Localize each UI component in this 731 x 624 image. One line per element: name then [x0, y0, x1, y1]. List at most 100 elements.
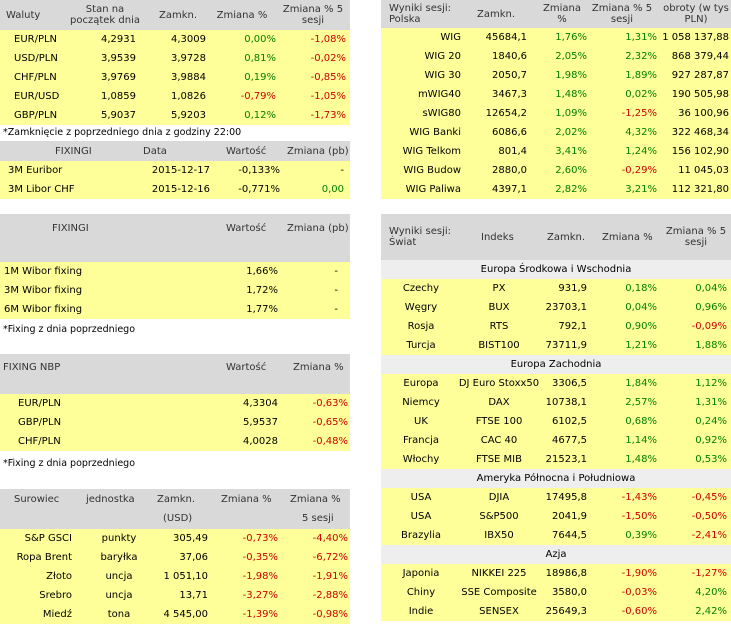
commodity-change: -0,73%: [242, 533, 278, 544]
col-header-change-5: Zmiana % 5 sesji: [591, 3, 653, 25]
commodity-unit: baryłka: [100, 552, 138, 563]
world-change: 2,57%: [625, 397, 657, 408]
ibor-fixing-table: FIXINGI Data Wartość Zmiana (pb) 3M Euri…: [0, 141, 350, 199]
wibor-name: 6M Wibor fixing: [4, 304, 83, 315]
world-change-5: 1,12%: [695, 378, 727, 389]
poland-row: WIG Paliwa 4397,1 2,82% 3,21% 112 321,80: [381, 180, 731, 199]
close-value: 5,9203: [171, 110, 206, 121]
poland-row: WIG Budow 2880,0 2,60% -0,29% 11 045,03: [381, 161, 731, 180]
world-index-name: BUX: [488, 302, 510, 313]
close-value: 3,9728: [171, 53, 206, 64]
col-header-change-5-sub: 5 sesji: [302, 512, 334, 524]
change-value: 0,19%: [244, 72, 276, 83]
world-change: -0,03%: [621, 587, 657, 598]
index-change: 3,41%: [555, 146, 587, 157]
col-header-close: Zamkn.: [547, 231, 586, 243]
currency-name: EUR/PLN: [14, 34, 58, 45]
change-5-value: -0,85%: [310, 72, 346, 83]
world-header-row: Wyniki sesji: Świat Indeks Zamkn. Zmiana…: [381, 214, 731, 260]
index-name: WIG 30: [424, 70, 462, 81]
index-close: 6086,6: [492, 127, 527, 138]
col-header-value: Wartość: [226, 362, 267, 373]
world-row: USA S&P500 2041,9 -1,50% -0,50%: [381, 507, 731, 526]
nbp-change: -0,63%: [312, 398, 348, 409]
world-index-name: SENSEX: [479, 606, 519, 617]
col-header-fixing: FIXINGI: [55, 145, 92, 157]
col-header-change: Zmiana %: [216, 9, 268, 21]
world-change-5: 0,96%: [695, 302, 727, 313]
col-header-fixing-nbp: FIXING NBP: [3, 362, 61, 373]
index-change: 2,02%: [555, 127, 587, 138]
commodity-unit: punkty: [101, 533, 137, 544]
country-name: Chiny: [406, 587, 436, 598]
world-row: Włochy FTSE MIB 21523,1 1,48% 0,53%: [381, 450, 731, 469]
world-change: 0,04%: [625, 302, 657, 313]
wibor-value: 1,77%: [246, 304, 278, 315]
currency-name: GBP/PLN: [14, 110, 58, 121]
wibor-change: -: [334, 266, 338, 277]
world-close: 2041,9: [552, 511, 587, 522]
index-close: 4397,1: [492, 184, 527, 195]
world-row: Indie SENSEX 25649,3 -0,60% 2,42%: [381, 602, 731, 621]
index-change: 2,82%: [555, 184, 587, 195]
index-close: 45684,1: [485, 32, 527, 43]
region-section-header: Azja: [381, 545, 731, 564]
col-header-fixing: FIXINGI: [52, 223, 89, 234]
commodity-row: Miedź tona 4 545,00 -1,39% -0,98%: [0, 605, 350, 624]
country-name: USA: [410, 511, 432, 522]
commodity-row: Złoto uncja 1 051,10 -1,98% -1,91%: [0, 567, 350, 586]
close-value: 3,9884: [171, 72, 206, 83]
ibor-header-row: FIXINGI Data Wartość Zmiana (pb): [0, 141, 350, 161]
index-close: 2880,0: [492, 165, 527, 176]
country-name: Europa: [403, 378, 439, 389]
index-close: 1840,6: [492, 51, 527, 62]
col-header-close: Zamkn.: [158, 9, 198, 21]
commodity-unit: uncja: [105, 571, 133, 582]
region-title: Europa Środkowa i Wschodnia: [480, 264, 632, 275]
open-value: 1,0859: [101, 91, 136, 102]
change-5-value: -1,05%: [310, 91, 346, 102]
world-index-name: S&P500: [479, 511, 519, 522]
index-change: 1,98%: [555, 70, 587, 81]
index-name: WIG: [440, 32, 461, 43]
col-header-change-5: Zmiana %: [290, 493, 341, 505]
world-index-name: FTSE 100: [475, 416, 523, 427]
col-header-value: Wartość: [226, 145, 267, 157]
world-row: Francja CAC 40 4677,5 1,14% 0,92%: [381, 431, 731, 450]
wibor-name: 3M Wibor fixing: [4, 285, 83, 296]
currency-name: EUR/USD: [14, 91, 60, 102]
index-turnover: 190 505,98: [671, 89, 729, 100]
world-row: USA DJIA 17495,8 -1,43% -0,45%: [381, 488, 731, 507]
col-header-change: Zmiana %: [543, 3, 581, 25]
wibor-change: -: [334, 285, 338, 296]
world-change: -1,90%: [621, 568, 657, 579]
world-change-5: -0,09%: [691, 321, 727, 332]
world-change: 0,68%: [625, 416, 657, 427]
world-close: 17495,8: [545, 492, 587, 503]
currency-row: GBP/PLN 5,9037 5,9203 0,12% -1,73%: [0, 106, 350, 125]
poland-row: WIG Telkom 801,4 3,41% 1,24% 156 102,90: [381, 142, 731, 161]
world-change-5: 0,24%: [695, 416, 727, 427]
country-name: Francja: [402, 435, 439, 446]
world-change-5: 1,31%: [695, 397, 727, 408]
open-value: 5,9037: [101, 110, 136, 121]
fixing-date: 2015-12-16: [151, 184, 210, 195]
nbp-change: -0,65%: [312, 417, 348, 428]
index-close: 12654,2: [485, 108, 527, 119]
col-header-poland: Wyniki sesji: Polska: [389, 3, 451, 25]
fixing-date: 2015-12-17: [151, 165, 210, 176]
index-name: WIG Paliwa: [405, 184, 461, 195]
commodity-row: Srebro uncja 13,71 -3,27% -2,88%: [0, 586, 350, 605]
country-name: Brazylia: [401, 530, 441, 541]
world-close: 73711,9: [545, 340, 587, 351]
commodity-row: Ropa Brent baryłka 37,06 -0,35% -6,72%: [0, 548, 350, 567]
col-header-change-pb: Zmiana (pb): [287, 145, 349, 157]
col-header-index: Indeks: [481, 231, 514, 243]
nbp-currency: GBP/PLN: [18, 417, 62, 428]
commodity-name: Złoto: [46, 571, 72, 582]
commodity-change-5: -0,98%: [312, 609, 348, 620]
nbp-currency: EUR/PLN: [18, 398, 62, 409]
world-row: Europa DJ Euro Stoxx50 3306,5 1,84% 1,12%: [381, 374, 731, 393]
fixing-name: 3M Euribor: [8, 165, 63, 176]
world-change: 0,18%: [625, 283, 657, 294]
